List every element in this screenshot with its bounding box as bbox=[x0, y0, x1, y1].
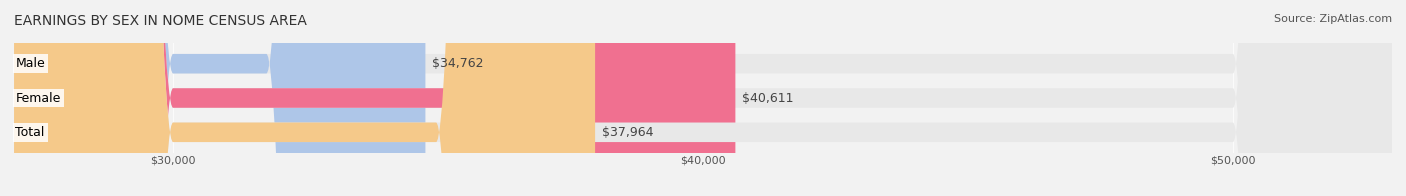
Text: Source: ZipAtlas.com: Source: ZipAtlas.com bbox=[1274, 14, 1392, 24]
Text: EARNINGS BY SEX IN NOME CENSUS AREA: EARNINGS BY SEX IN NOME CENSUS AREA bbox=[14, 14, 307, 28]
FancyBboxPatch shape bbox=[14, 0, 1392, 196]
Text: $34,762: $34,762 bbox=[432, 57, 484, 70]
Text: $40,611: $40,611 bbox=[742, 92, 794, 104]
FancyBboxPatch shape bbox=[14, 0, 1392, 196]
FancyBboxPatch shape bbox=[14, 0, 735, 196]
FancyBboxPatch shape bbox=[14, 0, 1392, 196]
FancyBboxPatch shape bbox=[14, 0, 426, 196]
Text: Male: Male bbox=[15, 57, 45, 70]
Text: Female: Female bbox=[15, 92, 60, 104]
Text: Total: Total bbox=[15, 126, 45, 139]
FancyBboxPatch shape bbox=[14, 0, 595, 196]
Text: $37,964: $37,964 bbox=[602, 126, 654, 139]
